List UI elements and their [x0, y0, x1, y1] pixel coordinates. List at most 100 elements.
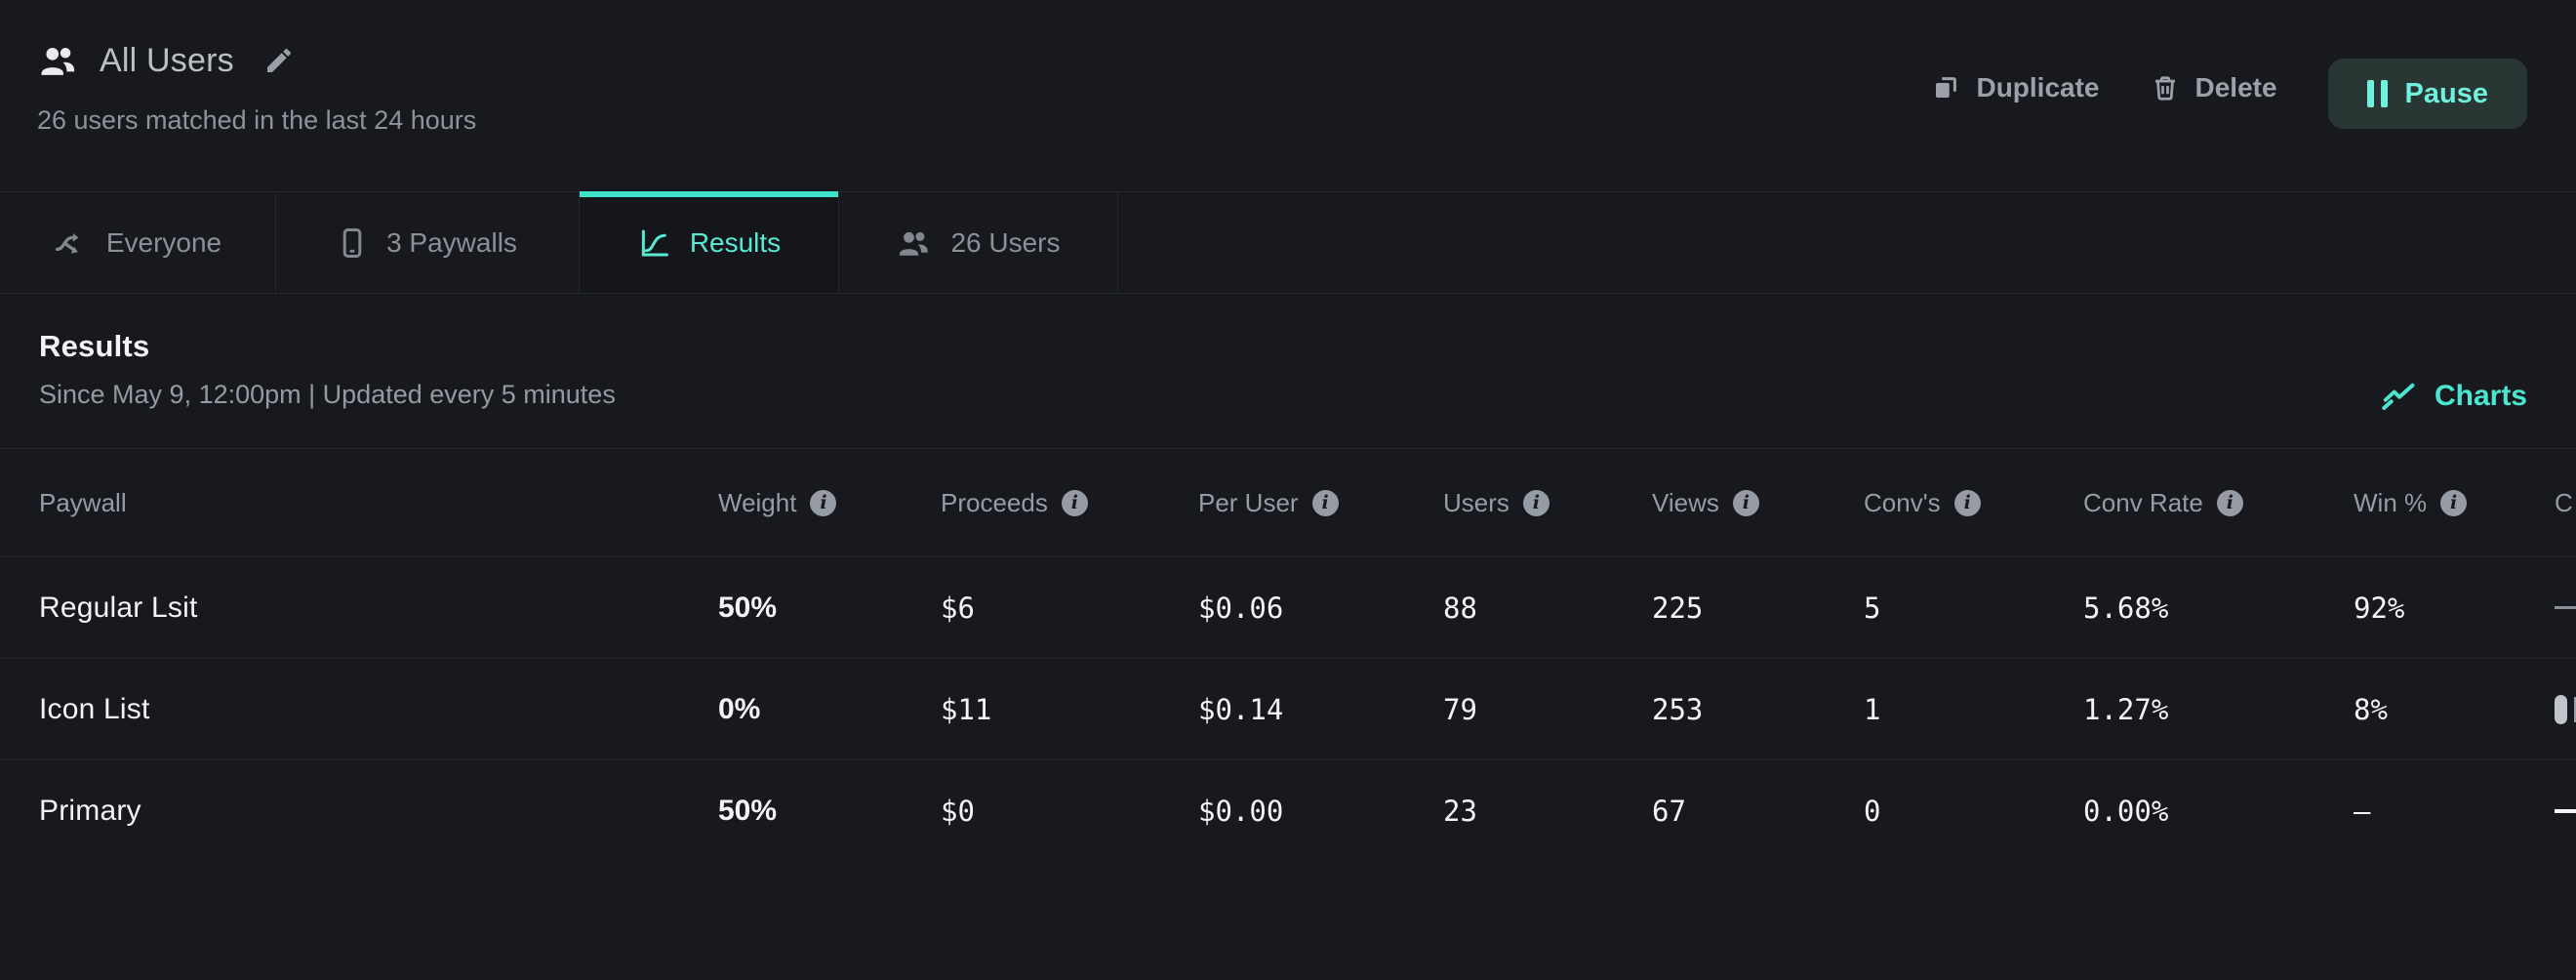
charts-button[interactable]: Charts: [2382, 345, 2527, 448]
charts-label: Charts: [2434, 380, 2527, 412]
column-header-users: Users i: [1443, 488, 1652, 518]
column-label: Users: [1443, 487, 1509, 517]
tab-label: Results: [689, 226, 782, 258]
tab-26-users[interactable]: 26 Users: [839, 192, 1118, 293]
info-icon[interactable]: i: [2216, 489, 2243, 516]
results-table-header: Paywall Weight i Proceeds i Per User i Users i Vi…: [0, 448, 2576, 557]
cell-win: –: [2354, 795, 2371, 828]
duplicate-icon: [1931, 73, 1960, 102]
cell-views: 225: [1652, 591, 1704, 625]
cell-weight: 50%: [718, 795, 778, 827]
cell-win: 8%: [2354, 692, 2388, 726]
tab-label: 26 Users: [950, 226, 1061, 258]
cell-paywall: Regular Lsit: [39, 591, 198, 624]
cell-extra: [2555, 606, 2576, 609]
pause-label: Pause: [2404, 77, 2488, 109]
cell-users: 88: [1443, 591, 1477, 625]
page-title: All Users: [100, 41, 234, 79]
table-row-icon-list[interactable]: Icon List 0% $11 $0.14 79 253 1 1.27% 8%: [0, 659, 2576, 760]
tab-results[interactable]: Results: [580, 191, 839, 293]
clipped-badge: [2555, 694, 2567, 724]
clipped-badge-fragment: [2574, 696, 2576, 722]
column-label: Proceeds: [941, 487, 1048, 517]
pause-icon: [2366, 80, 2388, 107]
cell-weight: 0%: [718, 692, 761, 725]
info-icon[interactable]: i: [2440, 489, 2468, 516]
info-icon[interactable]: i: [810, 489, 837, 516]
duplicate-button[interactable]: Duplicate: [1931, 59, 2100, 117]
results-section-header: Results Since May 9, 12:00pm | Updated e…: [0, 294, 2576, 448]
results-table-body: Regular Lsit 50% $6 $0.06 88 225 5 5.68% 92% Icon…: [0, 557, 2576, 862]
info-icon[interactable]: i: [1061, 489, 1088, 516]
cell-users: 79: [1443, 692, 1477, 726]
column-header-conv-s: Conv's i: [1864, 488, 2083, 518]
column-header-paywall: Paywall: [39, 488, 718, 518]
column-header-win: Win % i: [2354, 488, 2555, 518]
info-icon[interactable]: i: [1953, 489, 1981, 516]
delete-button[interactable]: Delete: [2151, 59, 2277, 117]
users-icon: [896, 228, 931, 258]
users-icon: [37, 43, 78, 78]
cell-extra: [2555, 809, 2576, 813]
cell-proceeds: $11: [941, 692, 992, 726]
matched-users-subtitle: 26 users matched in the last 24 hours: [37, 105, 477, 135]
column-header-proceeds: Proceeds i: [941, 488, 1198, 518]
results-title: Results: [39, 329, 150, 363]
cell-users: 23: [1443, 795, 1477, 828]
info-icon[interactable]: i: [1732, 489, 1759, 516]
column-header-per-user: Per User i: [1198, 488, 1443, 518]
edit-title-button[interactable]: [260, 41, 299, 80]
info-icon[interactable]: i: [1522, 489, 1550, 516]
column-label: Win %: [2354, 487, 2428, 517]
cell-convs: 1: [1864, 692, 1881, 726]
tab-3-paywalls[interactable]: 3 Paywalls: [276, 192, 580, 293]
column-label: Paywall: [39, 487, 127, 517]
column-header-c: C: [2555, 488, 2576, 518]
cell-conv_rate: 0.00%: [2083, 795, 2169, 828]
trash-icon: [2151, 73, 2180, 102]
column-header-weight: Weight i: [718, 488, 941, 518]
column-label: Views: [1652, 487, 1719, 517]
cell-per_user: $0.06: [1198, 591, 1284, 625]
column-label: Conv Rate: [2083, 487, 2203, 517]
cell-weight: 50%: [718, 591, 778, 624]
column-label: Per User: [1198, 487, 1299, 517]
cell-paywall: Primary: [39, 795, 141, 827]
cell-views: 67: [1652, 795, 1686, 828]
table-row-regular-lsit[interactable]: Regular Lsit 50% $6 $0.06 88 225 5 5.68% 92%: [0, 557, 2576, 659]
table-row-primary[interactable]: Primary 50% $0 $0.00 23 67 0 0.00% –: [0, 760, 2576, 862]
tab-bar: Everyone 3 Paywalls Results 26 Users: [0, 191, 2576, 294]
line-chart-icon: [637, 226, 670, 260]
cell-conv_rate: 1.27%: [2083, 692, 2169, 726]
tab-label: 3 Paywalls: [386, 226, 517, 258]
info-icon[interactable]: i: [1311, 489, 1339, 516]
cell-per_user: $0.14: [1198, 692, 1284, 726]
tab-everyone[interactable]: Everyone: [0, 192, 276, 293]
split-icon: [54, 227, 87, 259]
trend-chart-icon: [2382, 380, 2417, 413]
dash-value: [2555, 606, 2576, 609]
column-label: C: [2555, 487, 2573, 517]
cell-conv_rate: 5.68%: [2083, 591, 2169, 625]
column-header-conv-rate: Conv Rate i: [2083, 488, 2354, 518]
pause-button[interactable]: Pause: [2327, 59, 2527, 129]
results-subtitle: Since May 9, 12:00pm | Updated every 5 m…: [39, 380, 616, 409]
dash-value: [2555, 809, 2576, 813]
cell-paywall: Icon List: [39, 692, 150, 725]
pencil-icon: [263, 45, 295, 76]
cell-convs: 5: [1864, 591, 1881, 625]
cell-extra: [2555, 694, 2576, 724]
duplicate-label: Duplicate: [1976, 72, 2100, 102]
cell-proceeds: $0: [941, 795, 975, 828]
phone-icon: [338, 226, 367, 260]
cell-proceeds: $6: [941, 591, 975, 625]
column-label: Conv's: [1864, 487, 1941, 517]
cell-views: 253: [1652, 692, 1704, 726]
column-header-views: Views i: [1652, 488, 1864, 518]
tab-label: Everyone: [105, 226, 222, 258]
cell-convs: 0: [1864, 795, 1881, 828]
cell-per_user: $0.00: [1198, 795, 1284, 828]
delete-label: Delete: [2194, 72, 2277, 102]
page-header: All Users 26 users matched in the last 2…: [0, 0, 2576, 191]
cell-win: 92%: [2354, 591, 2405, 625]
